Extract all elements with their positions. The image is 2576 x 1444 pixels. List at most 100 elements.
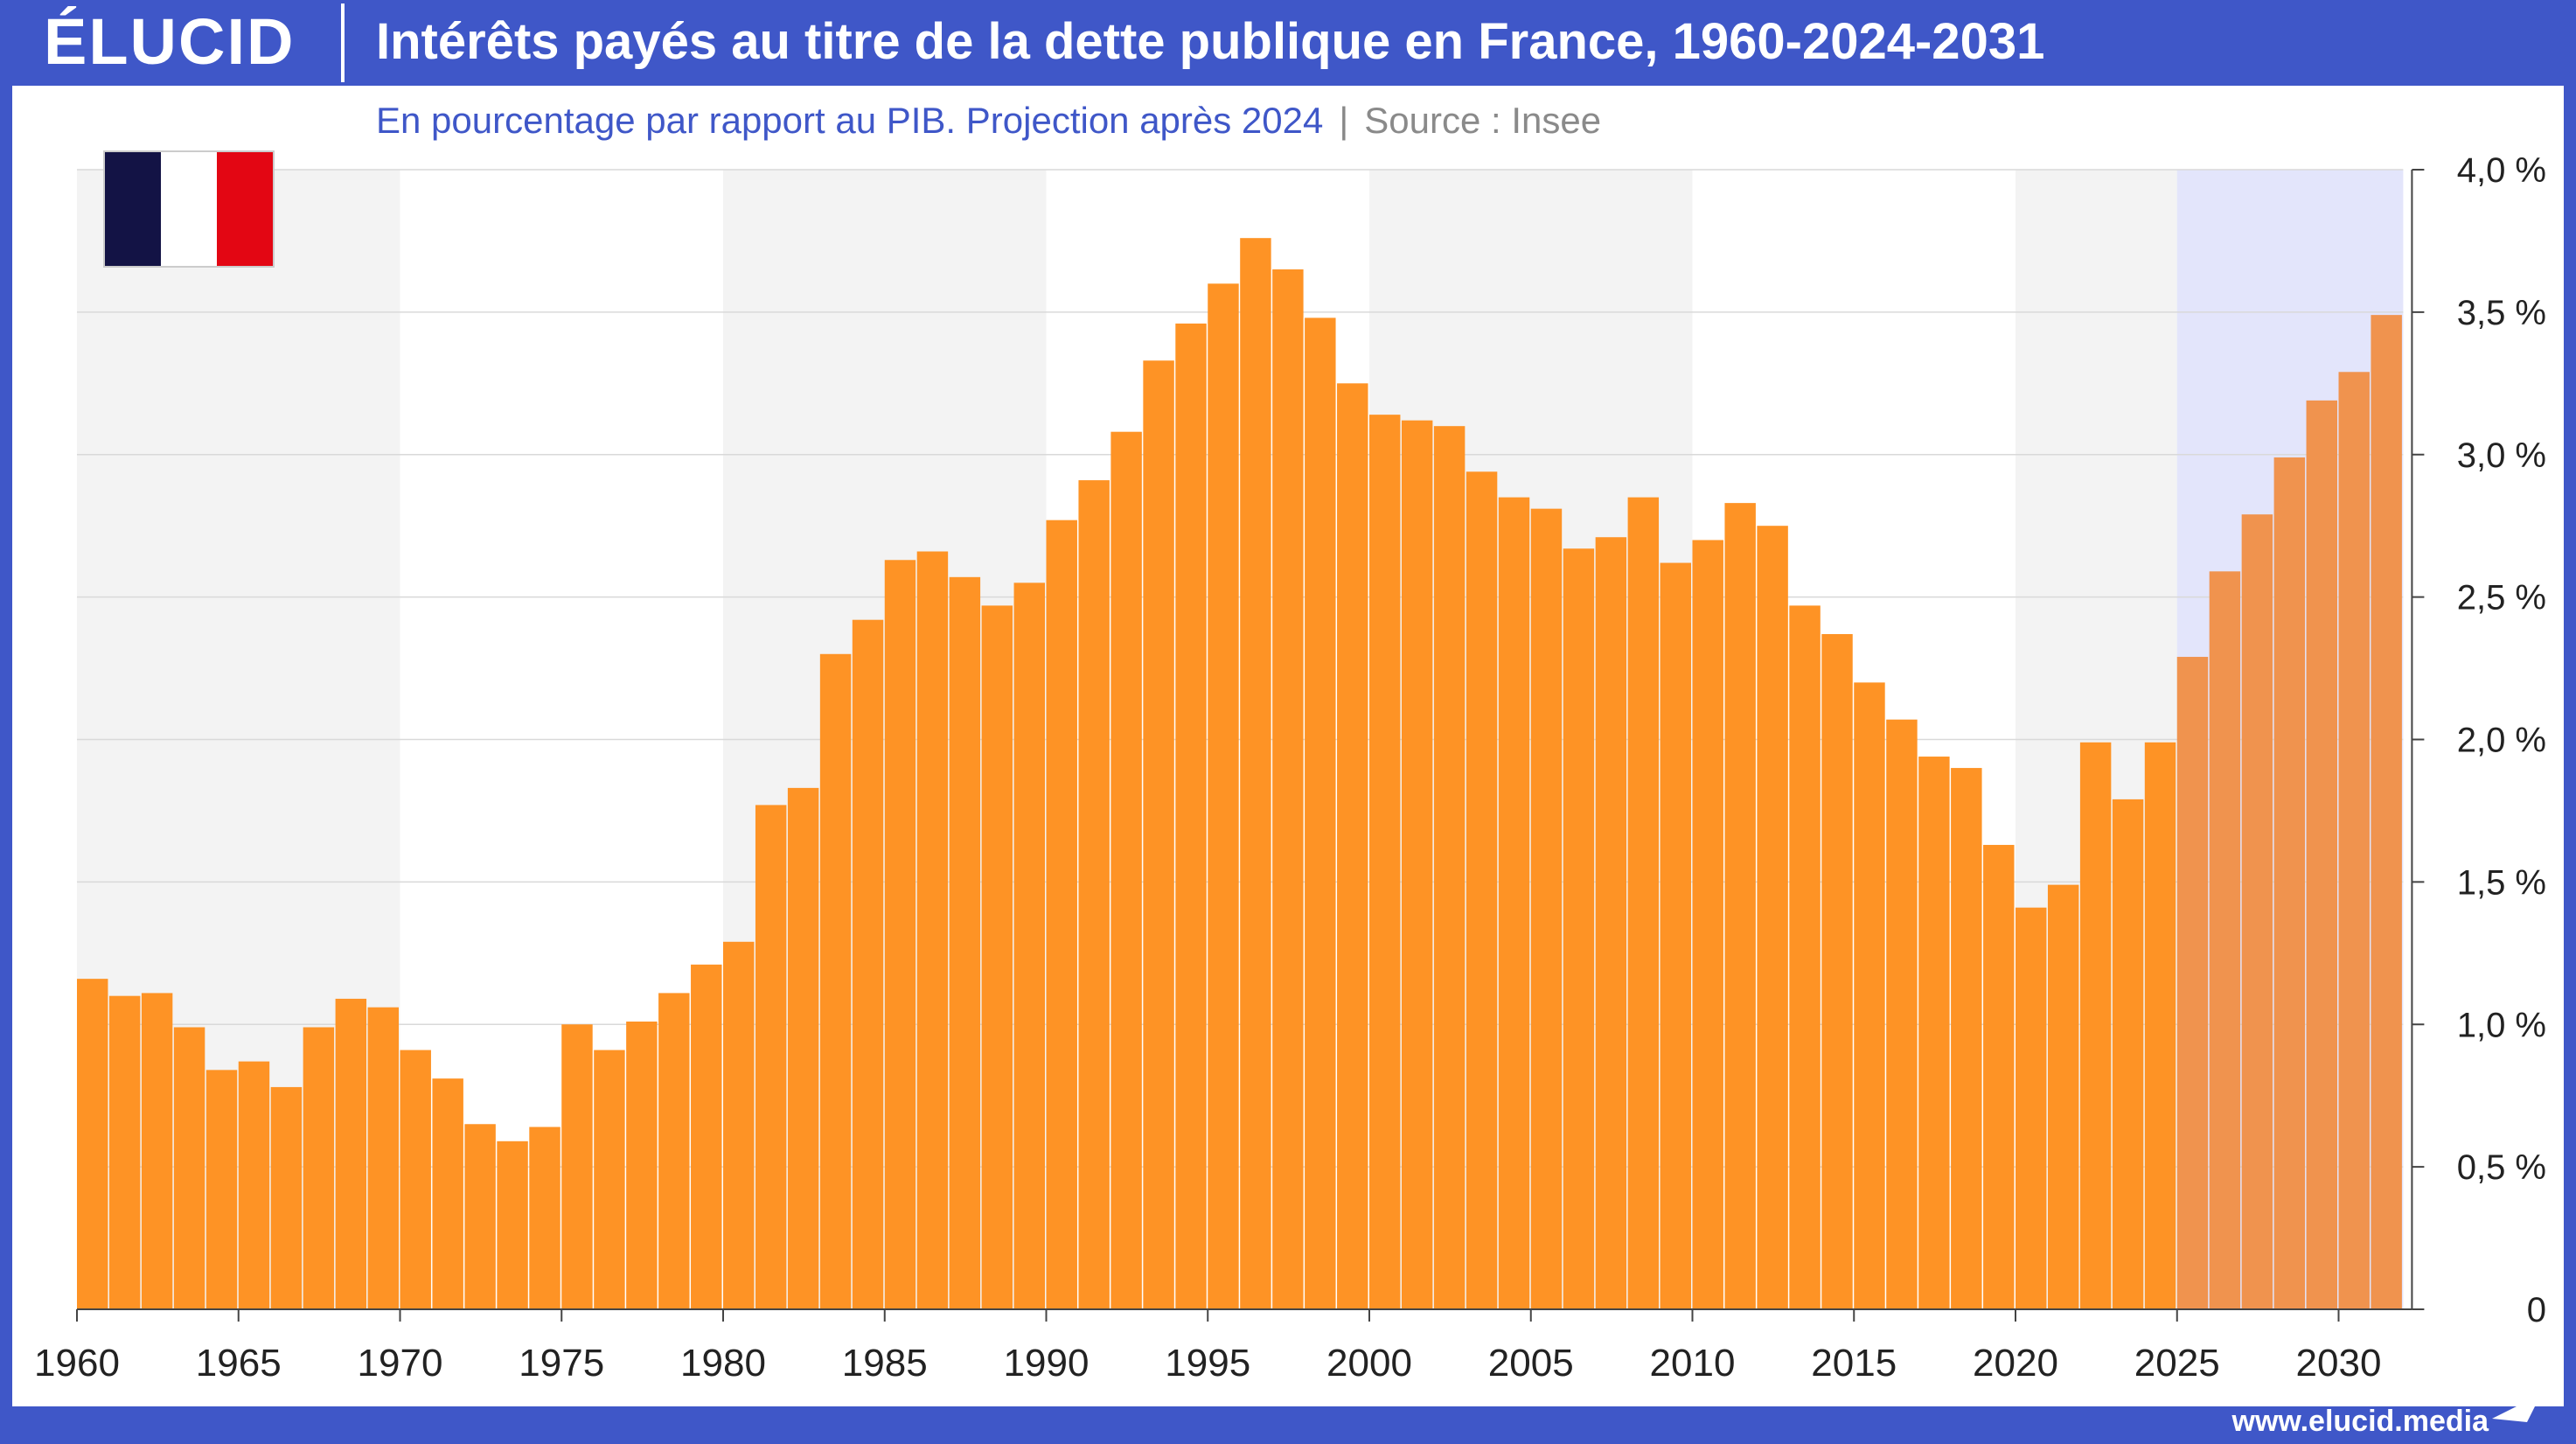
flag-white-stripe <box>161 152 217 266</box>
bar <box>2273 457 2306 1309</box>
france-flag-icon <box>103 150 275 268</box>
bar <box>2144 742 2176 1309</box>
x-tick-label: 1980 <box>680 1342 766 1385</box>
bar <box>2176 657 2209 1309</box>
bar <box>335 998 367 1309</box>
bar <box>723 941 755 1309</box>
bar <box>852 619 884 1309</box>
bar <box>1498 497 1530 1309</box>
bar <box>2371 315 2402 1309</box>
bar <box>497 1141 528 1309</box>
x-tick-label: 2005 <box>1488 1342 1574 1385</box>
bar <box>1272 269 1304 1310</box>
bar <box>1918 757 1950 1309</box>
bar <box>2079 742 2112 1309</box>
bar <box>949 576 981 1309</box>
bar <box>1337 383 1368 1309</box>
bar <box>916 551 949 1309</box>
bar <box>1692 540 1723 1309</box>
bar <box>1208 283 1239 1309</box>
bar <box>141 993 173 1309</box>
y-tick-label: 1,5 % <box>2457 863 2546 902</box>
bar <box>1821 633 1853 1309</box>
bar <box>626 1021 658 1309</box>
x-tick-label: 2015 <box>1811 1342 1897 1385</box>
bar <box>1789 605 1821 1309</box>
x-tick-label: 2010 <box>1650 1342 1736 1385</box>
bar <box>1078 480 1110 1309</box>
bar <box>1305 317 1336 1309</box>
bar <box>594 1050 625 1309</box>
header: ÉLUCID Intérêts payés au titre de la det… <box>0 0 2576 86</box>
footer-url[interactable]: www.elucid.media <box>2231 1405 2489 1438</box>
subtitle-separator: | <box>1339 100 1349 141</box>
bar <box>529 1127 560 1309</box>
bar <box>819 653 852 1309</box>
x-tick-label: 1985 <box>842 1342 928 1385</box>
bar <box>2016 907 2047 1309</box>
elucid-logo[interactable]: ÉLUCID <box>44 5 296 78</box>
source-text: Source : Insee <box>1364 100 1602 141</box>
bar <box>561 1024 593 1309</box>
bar <box>2241 514 2273 1309</box>
bar <box>1466 471 1498 1309</box>
bar <box>238 1061 270 1309</box>
paper-plane-icon <box>2492 1394 2541 1422</box>
y-tick-label: 0 <box>2527 1291 2546 1329</box>
bar <box>1757 526 1788 1309</box>
bar <box>1240 238 1271 1310</box>
x-tick-label: 1990 <box>1004 1342 1090 1385</box>
bar <box>2209 571 2241 1309</box>
y-tick-label: 2,0 % <box>2457 722 2546 760</box>
y-tick-label: 2,5 % <box>2457 579 2546 617</box>
x-tick-label: 1965 <box>196 1342 282 1385</box>
bar <box>464 1124 496 1309</box>
bar <box>1595 537 1627 1309</box>
bar <box>1110 431 1142 1309</box>
x-tick-label: 2000 <box>1326 1342 1412 1385</box>
bar <box>1175 323 1207 1309</box>
x-tick-label: 2020 <box>1973 1342 2058 1385</box>
bar <box>1369 415 1401 1309</box>
bar <box>1660 562 1691 1309</box>
bar <box>2338 372 2370 1310</box>
x-tick-label: 1975 <box>519 1342 604 1385</box>
bar <box>787 787 819 1309</box>
bar <box>303 1027 335 1309</box>
bar <box>691 964 722 1309</box>
bar <box>884 560 916 1309</box>
bar <box>1854 682 1885 1309</box>
bar <box>77 979 108 1309</box>
bar <box>755 805 787 1309</box>
x-tick-label: 1970 <box>358 1342 443 1385</box>
bar <box>1401 420 1433 1309</box>
x-tick-label: 1995 <box>1165 1342 1250 1385</box>
bar <box>2306 400 2337 1309</box>
y-tick-label: 0,5 % <box>2457 1148 2546 1187</box>
bar <box>1886 719 1918 1309</box>
x-tick-label: 2030 <box>2296 1342 2382 1385</box>
bar <box>1724 503 1756 1309</box>
bar <box>367 1007 399 1309</box>
bar <box>1530 508 1563 1309</box>
bar <box>108 995 141 1309</box>
x-tick-label: 2025 <box>2134 1342 2220 1385</box>
y-tick-label: 1,0 % <box>2457 1006 2546 1044</box>
bar <box>205 1070 238 1309</box>
bar <box>1627 497 1660 1309</box>
bar <box>432 1078 463 1309</box>
y-tick-label: 3,5 % <box>2457 294 2546 332</box>
bar <box>2112 799 2144 1309</box>
chart-title: Intérêts payés au titre de la dette publ… <box>376 13 2045 70</box>
bar <box>981 605 1013 1309</box>
bar <box>1046 520 1077 1309</box>
flag-blue-stripe <box>105 152 161 266</box>
chart-subtitle: En pourcentage par rapport au PIB. Proje… <box>376 93 1601 149</box>
bar <box>1013 582 1045 1309</box>
bar <box>1433 426 1466 1309</box>
x-tick-label: 1960 <box>34 1342 120 1385</box>
y-tick-label: 4,0 % <box>2457 151 2546 190</box>
subtitle-text: En pourcentage par rapport au PIB. Proje… <box>376 100 1324 141</box>
bar <box>658 993 690 1309</box>
